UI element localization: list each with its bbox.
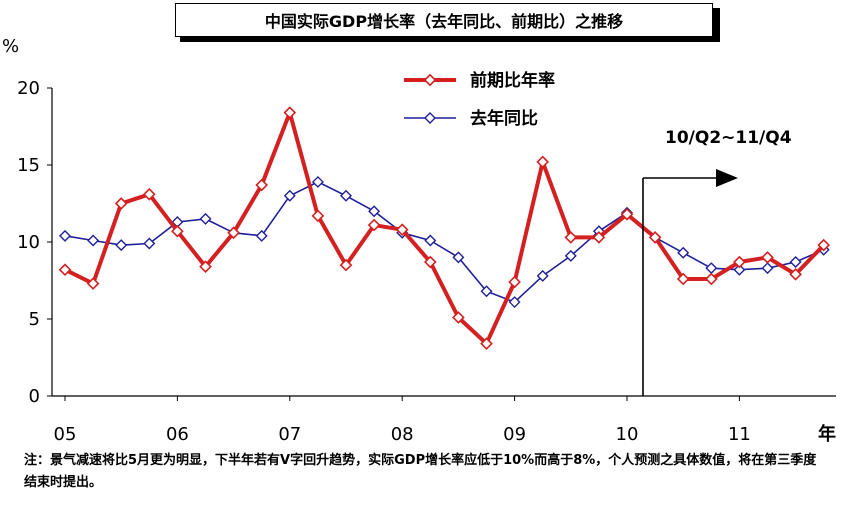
x-tick-label: 05 xyxy=(54,424,77,445)
series-qoq-point xyxy=(86,277,100,290)
series-yoy-point xyxy=(761,262,774,275)
series-qoq-point xyxy=(648,231,662,244)
series-yoy-point xyxy=(508,296,521,309)
series-qoq-point xyxy=(592,231,606,244)
series-qoq-point xyxy=(564,231,578,244)
series-qoq-point xyxy=(620,207,634,221)
series-yoy-point xyxy=(564,249,577,262)
series-yoy-point xyxy=(677,246,690,259)
series-yoy-point xyxy=(283,189,296,202)
series-yoy-point xyxy=(789,256,802,269)
series-layer xyxy=(58,106,831,350)
x-tick-label: 10 xyxy=(616,424,639,445)
y-tick-label: 15 xyxy=(17,155,40,176)
series-qoq-point xyxy=(704,272,718,286)
period-annotation: 10/Q2~11/Q4 xyxy=(642,128,792,396)
y-tick-label: 5 xyxy=(29,309,40,330)
series-yoy-point xyxy=(87,234,100,247)
series-qoq-point xyxy=(171,224,184,238)
x-tick-label: 09 xyxy=(503,424,526,445)
series-yoy-legend-label: 去年同比 xyxy=(470,108,538,129)
series-qoq-point xyxy=(114,197,128,210)
series-qoq-point xyxy=(733,255,746,269)
series-qoq-point xyxy=(142,187,156,201)
series-qoq-point xyxy=(367,218,381,232)
series-yoy-line xyxy=(64,181,825,303)
series-qoq-point xyxy=(339,258,353,272)
series-qoq-point xyxy=(227,226,240,240)
footnote: 注：景气减速将比5月更为明显，下半年若有V字回升趋势，实际GDP增长率应低于10… xyxy=(24,453,817,490)
series-yoy-legend-marker xyxy=(424,112,436,124)
series-qoq-point xyxy=(58,263,72,277)
series-qoq-point xyxy=(817,238,831,252)
series-qoq-point xyxy=(311,209,325,223)
series-qoq xyxy=(58,106,831,350)
chart-title: 中国实际GDP增长率（去年同比、前期比）之推移 xyxy=(175,3,713,37)
series-qoq-point xyxy=(255,178,269,192)
series-qoq-legend-label: 前期比年率 xyxy=(470,70,555,91)
series-qoq-point xyxy=(395,223,409,237)
series-yoy-point xyxy=(143,237,156,250)
series-yoy-point xyxy=(536,269,549,282)
series-yoy-point xyxy=(452,251,465,264)
annotation-arrow-icon xyxy=(716,169,738,187)
series-yoy-point xyxy=(199,212,212,225)
series-yoy-point xyxy=(705,262,718,275)
y-axis-ticks: 0 5 10 15 20 xyxy=(17,78,52,407)
series-yoy-point xyxy=(59,229,71,242)
series-qoq-point xyxy=(283,106,297,119)
series-qoq-point xyxy=(789,268,802,281)
y-unit-label: % xyxy=(2,36,19,57)
x-tick-label: 11 xyxy=(728,424,751,445)
series-qoq-point xyxy=(480,337,493,350)
series-qoq-legend-marker xyxy=(423,73,437,87)
x-unit-label: 年 xyxy=(818,423,836,445)
annotation-label: 10/Q2~11/Q4 xyxy=(665,128,792,148)
series-yoy-point xyxy=(115,239,128,252)
series-yoy-point xyxy=(255,229,268,242)
series-qoq-point xyxy=(676,272,690,286)
y-tick-label: 10 xyxy=(17,232,40,253)
x-tick-label: 08 xyxy=(391,424,414,445)
series-yoy-point xyxy=(733,263,746,276)
series-yoy xyxy=(59,175,830,309)
series-yoy-point xyxy=(368,205,381,218)
y-tick-label: 0 xyxy=(29,386,40,407)
y-tick-label: 20 xyxy=(17,78,40,99)
series-qoq-line xyxy=(64,110,826,346)
x-tick-label: 06 xyxy=(166,424,189,445)
series-yoy-point xyxy=(424,234,437,247)
series-qoq-point xyxy=(536,155,550,169)
series-qoq-point xyxy=(761,251,774,264)
series-qoq-point xyxy=(423,255,437,269)
series-yoy-point xyxy=(340,189,352,202)
series-qoq-point xyxy=(452,311,465,324)
series-yoy-point xyxy=(311,175,324,188)
series-qoq-point xyxy=(508,275,521,289)
series-yoy-point xyxy=(480,285,493,298)
series-qoq-point xyxy=(199,260,212,273)
x-axis-ticks: 05 06 07 08 09 10 11 xyxy=(54,396,751,445)
x-tick-label: 07 xyxy=(278,424,301,445)
